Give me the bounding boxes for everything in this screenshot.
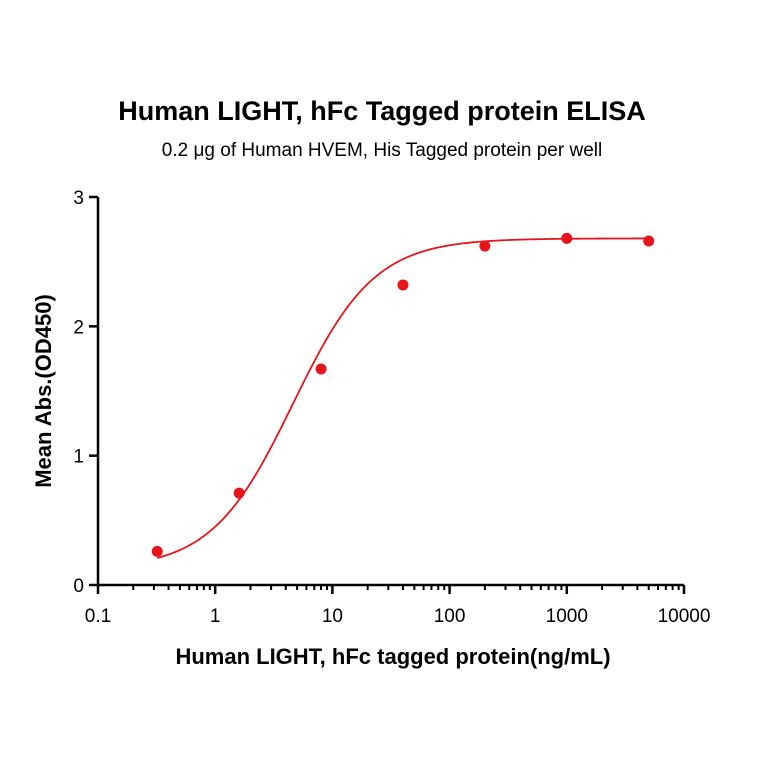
- x-tick-label: 1: [210, 606, 221, 627]
- x-tick-label: 100: [434, 606, 466, 627]
- chart-subtitle: 0.2 μg of Human HVEM, His Tagged protein…: [161, 140, 603, 161]
- y-tick-label: 2: [73, 317, 84, 338]
- chart-title: Human LIGHT, hFc Tagged protein ELISA: [118, 96, 646, 126]
- data-point: [151, 545, 163, 557]
- data-point: [643, 235, 655, 247]
- data-points-layer: [151, 232, 655, 557]
- x-tick-label: 1000: [546, 606, 588, 627]
- x-axis-label: Human LIGHT, hFc tagged protein(ng/mL): [175, 644, 610, 669]
- y-tick-label: 0: [73, 576, 84, 597]
- y-tick-label: 1: [73, 447, 84, 468]
- data-point: [397, 279, 409, 291]
- y-tick-label: 3: [73, 188, 84, 209]
- x-tick-label: 0.1: [85, 606, 111, 627]
- x-tick-label: 10000: [658, 606, 711, 627]
- chart-axes: 0 1 2 3 0.1 1 10 100 1000 10000: [73, 188, 710, 627]
- x-tick-label: 10: [322, 606, 343, 627]
- data-point: [561, 232, 573, 244]
- data-point: [233, 487, 245, 499]
- y-axis-label: Mean Abs.(OD450): [31, 294, 56, 488]
- data-point: [479, 240, 491, 252]
- data-point: [315, 363, 327, 375]
